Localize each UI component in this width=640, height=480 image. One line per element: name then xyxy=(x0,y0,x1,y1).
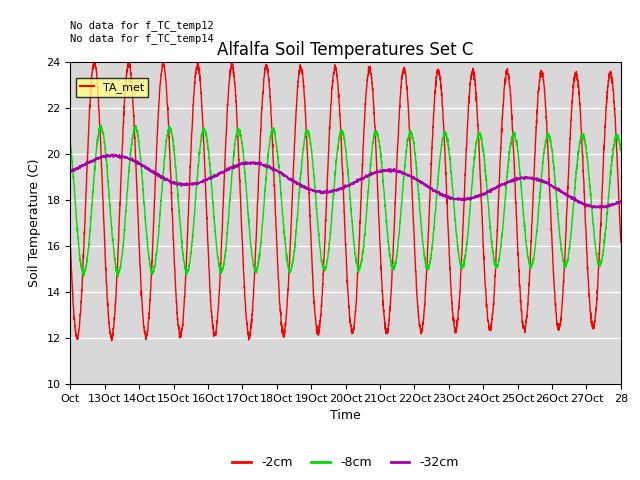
Legend: -2cm, -8cm, -32cm: -2cm, -8cm, -32cm xyxy=(227,451,464,474)
Y-axis label: Soil Temperature (C): Soil Temperature (C) xyxy=(28,159,41,288)
X-axis label: Time: Time xyxy=(330,409,361,422)
Text: No data for f_TC_temp12
No data for f_TC_temp14: No data for f_TC_temp12 No data for f_TC… xyxy=(70,21,214,44)
Title: Alfalfa Soil Temperatures Set C: Alfalfa Soil Temperatures Set C xyxy=(218,41,474,60)
